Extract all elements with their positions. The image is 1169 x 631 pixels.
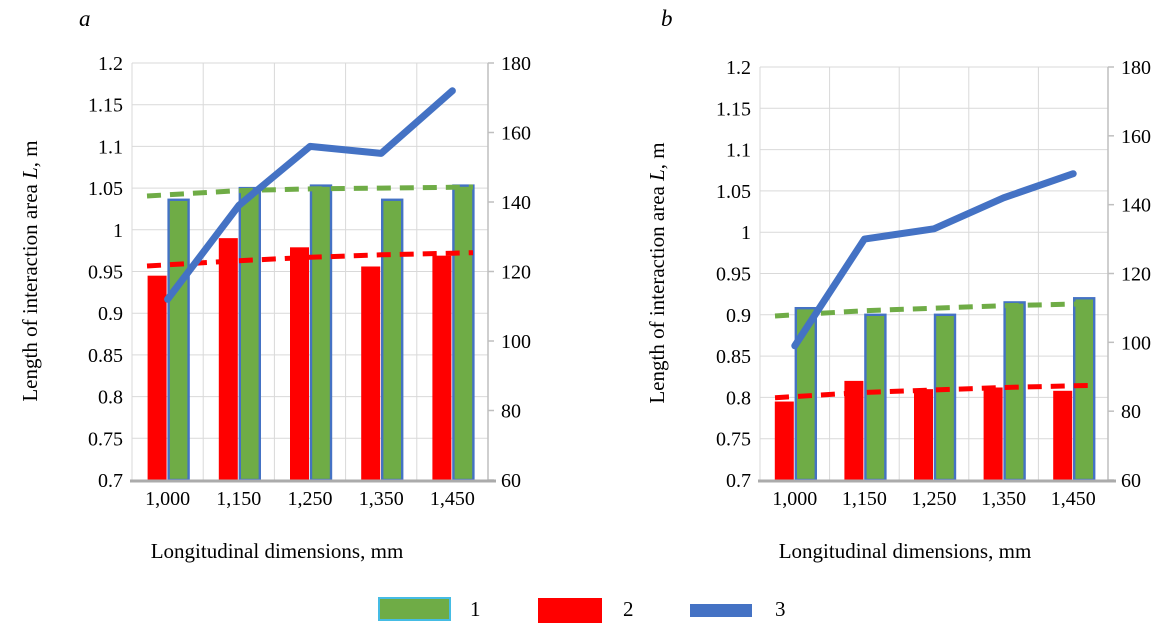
- left-axis-tick-label: 0.95: [88, 262, 123, 284]
- right-axis-tick-label: 60: [501, 470, 521, 492]
- bar-series2: [914, 389, 933, 480]
- bars: [774, 297, 1096, 482]
- bar-series1: [238, 186, 262, 482]
- y-axis-title-a: Length of interaction area L, m: [16, 61, 44, 481]
- right-axis-tick-label: 180: [501, 53, 531, 75]
- x-axis-tick-label: 1,350: [359, 488, 404, 510]
- bar-series1: [167, 198, 190, 482]
- right-axis-tick-label: 140: [501, 192, 531, 214]
- left-axis-tick-label: 1: [113, 220, 123, 242]
- bar-series1: [381, 198, 404, 482]
- right-axis-tick-label: 80: [1121, 401, 1141, 423]
- right-axis-tick-label: 60: [1121, 470, 1141, 492]
- left-axis-tick-label: 1.1: [726, 140, 751, 162]
- bar-series2: [844, 380, 864, 480]
- x-axis-tick-label: 1,450: [430, 488, 475, 510]
- left-axis-tick-label: 0.95: [716, 264, 751, 286]
- bar-series1: [1003, 301, 1026, 482]
- bar-series2: [432, 255, 452, 480]
- chart-b: 1.2 1.15 1.1 1.05 1 0.95 0.9 0.85 0.8 0.75 0.7 180 1…: [716, 57, 1151, 510]
- dashed-trend-line: [146, 184, 474, 199]
- bar-series2: [361, 266, 381, 480]
- bar-series1: [1072, 297, 1096, 482]
- bar-series2: [147, 275, 167, 480]
- left-axis-tick-label: 1.15: [88, 95, 123, 117]
- x-axis-tick-label: 1,150: [842, 488, 887, 510]
- tick-labels: 1.2 1.15 1.1 1.05 1 0.95 0.9 0.85 0.8 0.75 0.7 180 1…: [716, 57, 1151, 510]
- y-axis-title-a-symbol: L: [18, 167, 42, 179]
- x-axis-tick-label: 1,000: [145, 488, 190, 510]
- right-axis-tick-label: 100: [501, 331, 531, 353]
- legend-swatch-series2: [538, 598, 602, 623]
- x-axis-tick-label: 1,000: [772, 488, 817, 510]
- right-axis-tick-label: 80: [501, 401, 521, 423]
- left-axis-tick-label: 0.75: [716, 429, 751, 451]
- y-axis-title-b-text: Length of interaction area: [645, 180, 669, 404]
- left-axis-tick-label: 0.7: [98, 470, 123, 492]
- y-axis-title-b-unit: , m: [645, 142, 669, 170]
- x-axis-title-a: Longitudinal dimensions, mm: [150, 539, 404, 563]
- right-axis-tick-label: 120: [1121, 264, 1151, 286]
- left-axis-tick-label: 0.9: [98, 303, 123, 325]
- bar-series2: [1053, 390, 1073, 480]
- x-axis-tick-label: 1,350: [981, 488, 1026, 510]
- legend-swatch-series1: [378, 597, 451, 621]
- bar-series1: [452, 184, 475, 482]
- legend-label-series1: 1: [470, 597, 481, 621]
- tick-labels: 1.2 1.15 1.1 1.05 1 0.95 0.9 0.85 0.8 0.75 0.7 180 1…: [88, 53, 531, 510]
- x-axis-tick-label: 1,250: [288, 488, 333, 510]
- left-axis-tick-label: 0.8: [726, 387, 751, 409]
- panel-label-a: a: [79, 6, 91, 31]
- y-axis-title-a-text: Length of interaction area: [18, 178, 42, 402]
- bar-series1: [864, 313, 887, 482]
- x-axis-title-b: Longitudinal dimensions, mm: [778, 539, 1032, 563]
- line-series3: [791, 170, 1077, 350]
- right-axis-tick-label: 120: [501, 262, 531, 284]
- x-axis-tick-label: 1,250: [912, 488, 957, 510]
- bar-series2: [983, 387, 1003, 480]
- left-axis-tick-label: 1: [741, 222, 751, 244]
- right-axis-tick-label: 100: [1121, 332, 1151, 354]
- left-axis-tick-label: 1.1: [98, 136, 123, 158]
- chart-a: 1.2 1.15 1.1 1.05 1 0.95 0.9 0.85 0.8 0.75 0.7 180 1…: [88, 53, 531, 510]
- right-axis-tick-label: 140: [1121, 195, 1151, 217]
- line-series3: [164, 87, 456, 303]
- bar-series2: [218, 238, 238, 480]
- y-axis-title-b: Length of interaction area L, m: [643, 63, 671, 483]
- dashed-trend-line: [146, 250, 474, 269]
- left-axis-tick-label: 1.2: [98, 53, 123, 75]
- left-axis-tick-label: 0.85: [88, 345, 123, 367]
- bar-series1: [933, 313, 957, 482]
- left-axis-tick-label: 0.85: [716, 346, 751, 368]
- x-axis-tick-label: 1,450: [1051, 488, 1096, 510]
- legend-label-series3: 3: [775, 597, 786, 621]
- bar-series2: [290, 247, 309, 480]
- bar-series2: [774, 401, 794, 480]
- left-axis-tick-label: 0.8: [98, 387, 123, 409]
- right-axis-tick-label: 180: [1121, 57, 1151, 79]
- left-axis-tick-label: 1.15: [716, 98, 751, 120]
- x-axis-tick-label: 1,150: [216, 488, 261, 510]
- left-axis-tick-label: 0.75: [88, 428, 123, 450]
- left-axis-tick-label: 0.7: [726, 470, 751, 492]
- panel-label-b: b: [661, 6, 673, 31]
- left-axis-tick-label: 1.05: [88, 178, 123, 200]
- y-axis-title-a-unit: , m: [18, 140, 42, 168]
- legend-swatch-series3: [690, 604, 752, 617]
- bar-series1: [309, 184, 333, 482]
- y-axis-title-b-symbol: L: [645, 169, 669, 181]
- right-axis-tick-label: 160: [1121, 126, 1151, 148]
- right-axis-tick-label: 160: [501, 123, 531, 145]
- left-axis-tick-label: 0.9: [726, 305, 751, 327]
- left-axis-tick-label: 1.05: [716, 181, 751, 203]
- legend-label-series2: 2: [623, 597, 634, 621]
- left-axis-tick-label: 1.2: [726, 57, 751, 79]
